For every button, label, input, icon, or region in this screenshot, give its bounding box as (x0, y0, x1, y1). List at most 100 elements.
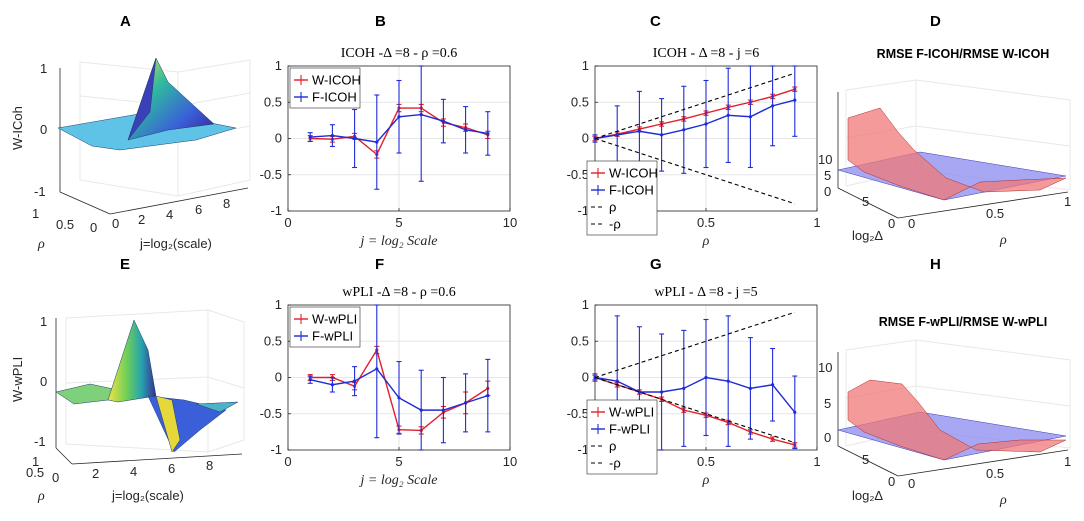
panel-e-axes (55, 318, 243, 465)
panel-h-ytick: 5 (862, 452, 869, 467)
panel-g-series-1-point (793, 410, 797, 414)
panel-g-series-1-point (726, 379, 730, 383)
panel-c-xtick-label: 1 (813, 215, 820, 230)
panel-a-ztick: -1 (34, 184, 46, 199)
panel-letter-a: A (120, 13, 131, 30)
panel-h-ztick: 5 (824, 396, 831, 411)
panel-b-chart: 0 5 10 -1 -0.5 0 0.5 1 ICOH -Δ =8 - ρ =0.6 j = lo… (260, 46, 518, 249)
panel-h-ytick: 0 (888, 474, 895, 489)
panel-d-ztick: 10 (818, 152, 832, 167)
panel-e-xtick: 6 (168, 461, 175, 476)
panel-b-series-1-point (330, 134, 334, 138)
panel-h-xlabel: ρ (999, 493, 1007, 508)
panel-g-ytick-label: 0.5 (571, 333, 589, 348)
panel-g-legend-label: F-wPLI (609, 422, 650, 437)
panel-b-ytick-label: 0.5 (264, 94, 282, 109)
panel-a-ztick: 1 (40, 61, 47, 76)
panel-f-series-1-point (330, 383, 334, 387)
panel-e-xtick: 8 (206, 458, 213, 473)
panel-d-xtick: 0 (908, 216, 915, 231)
panel-letter-d: D (930, 13, 941, 30)
panel-d-xlabel: ρ (999, 233, 1007, 248)
panel-h-red-surface (847, 379, 1067, 461)
panel-c-ytick-label: -0.5 (567, 167, 589, 182)
panel-c-series-2-dashed-line (594, 72, 795, 140)
panel-b-series-1-point (441, 119, 445, 123)
panel-f-series-1-point (353, 379, 357, 383)
panel-e-left-flat (55, 383, 119, 405)
panel-a-ytick: 0.5 (56, 217, 74, 232)
panel-c-series-0-line (594, 88, 796, 140)
panel-g-series-1-point (748, 386, 753, 390)
panel-b-xtick-label: 5 (395, 215, 402, 230)
panel-a-axes (59, 68, 249, 215)
panel-c-series-1-point (771, 104, 775, 108)
panel-c-series-1-point (660, 133, 664, 137)
panel-e-peak (107, 319, 157, 403)
panel-d-xtick: 0.5 (986, 206, 1004, 221)
panel-c-series-1-point (637, 129, 642, 133)
panel-f-series-1-point (464, 401, 468, 405)
panel-f-legend-label: W-wPLI (312, 312, 357, 327)
panel-e-xtick: 2 (92, 466, 99, 481)
panel-g-legend-label: -ρ (609, 456, 621, 471)
panel-h-axes (837, 352, 1069, 477)
panel-d-axes (837, 92, 1069, 219)
panel-c-xlabel: ρ (702, 234, 710, 249)
panel-e-zlabel: W-wPLI (10, 357, 25, 402)
panel-h-xtick: 1 (1064, 454, 1071, 469)
panel-c-series-1-point (682, 128, 686, 132)
panel-a-peak-side (127, 57, 157, 141)
panel-d-ylabel: log₂Δ (852, 228, 883, 243)
panel-c-ytick-label: 0.5 (571, 94, 589, 109)
panel-letter-h: H (930, 256, 941, 273)
panel-b-series-1-point (419, 112, 423, 117)
panel-b-legend-label: F-ICOH (312, 90, 357, 105)
panel-b-ytick-label: 0 (275, 131, 282, 146)
panel-g-xtick-label: 0.5 (697, 454, 715, 469)
panel-f-xtick-label: 0 (284, 454, 291, 469)
panel-b-series-1-point (464, 128, 468, 132)
panel-c-ytick-label: 0 (582, 131, 589, 146)
panel-b-series-1-point (375, 140, 379, 144)
panel-a-ytick: 0 (90, 220, 97, 235)
panel-f-chart: 0 5 10 -1 -0.5 0 0.5 1 wPLI -Δ =8 - ρ =0.6 j = lo… (260, 285, 518, 488)
panel-e-ytick: 1 (32, 454, 39, 469)
panel-a-xtick: 6 (195, 202, 202, 217)
panel-d-ztick: 5 (824, 168, 831, 183)
panel-letter-c: C (650, 13, 661, 30)
panel-g-ytick-label: -1 (577, 442, 589, 457)
panel-e-surface: W-wPLI 1 0 -1 1 0.5 0 ρ 2 4 6 8 j=log₂(s… (10, 309, 245, 504)
panel-e-ylabel: ρ (37, 489, 45, 504)
panel-c-series-1-point (704, 122, 708, 126)
panel-letter-e: E (120, 256, 130, 273)
panel-d-red-surface (847, 107, 1067, 201)
panel-f-series-1-point (375, 367, 379, 371)
panel-c-legend-label: -ρ (609, 217, 621, 232)
panel-h-ztick: 10 (818, 360, 832, 375)
panel-g-series-3-dashed-line (594, 376, 795, 444)
panel-h-ylabel: log₂Δ (852, 488, 883, 503)
panel-f-title: wPLI -Δ =8 - ρ =0.6 (342, 285, 455, 300)
panel-letter-g: G (650, 256, 662, 273)
panel-f-series-1-point (419, 408, 423, 412)
panel-a-xtick: 0 (112, 216, 119, 231)
panel-a-surface: W-ICoh 1 0 -1 1 0.5 0 ρ 0 2 4 6 8 j=log₂… (10, 57, 251, 252)
panel-f-ytick-label: -0.5 (260, 406, 282, 421)
panel-g-legend-box (586, 399, 658, 475)
panel-a-zlabel: W-ICoh (10, 106, 25, 150)
panel-c-series-1-point (793, 98, 797, 102)
panel-b-xtick-label: 10 (503, 215, 517, 230)
panel-f-ytick-label: 0 (275, 370, 282, 385)
panel-a-xlabel: j=log₂(scale) (139, 236, 212, 251)
panel-a-xtick: 4 (166, 207, 173, 222)
panel-d-surface: RMSE F-ICOH/RMSE W-ICOH 10 5 0 5 0 log₂Δ… (818, 47, 1071, 248)
panel-b-series-1-point (397, 115, 401, 119)
panel-b-series-1-point (486, 131, 490, 136)
panel-g-ytick-label: 1 (582, 297, 589, 312)
panel-g-series-1-point (615, 379, 619, 383)
panel-c-xtick-label: 0.5 (697, 215, 715, 230)
panel-d-title: RMSE F-ICOH/RMSE W-ICOH (877, 47, 1050, 61)
panel-c-ytick-label: -1 (577, 203, 589, 218)
